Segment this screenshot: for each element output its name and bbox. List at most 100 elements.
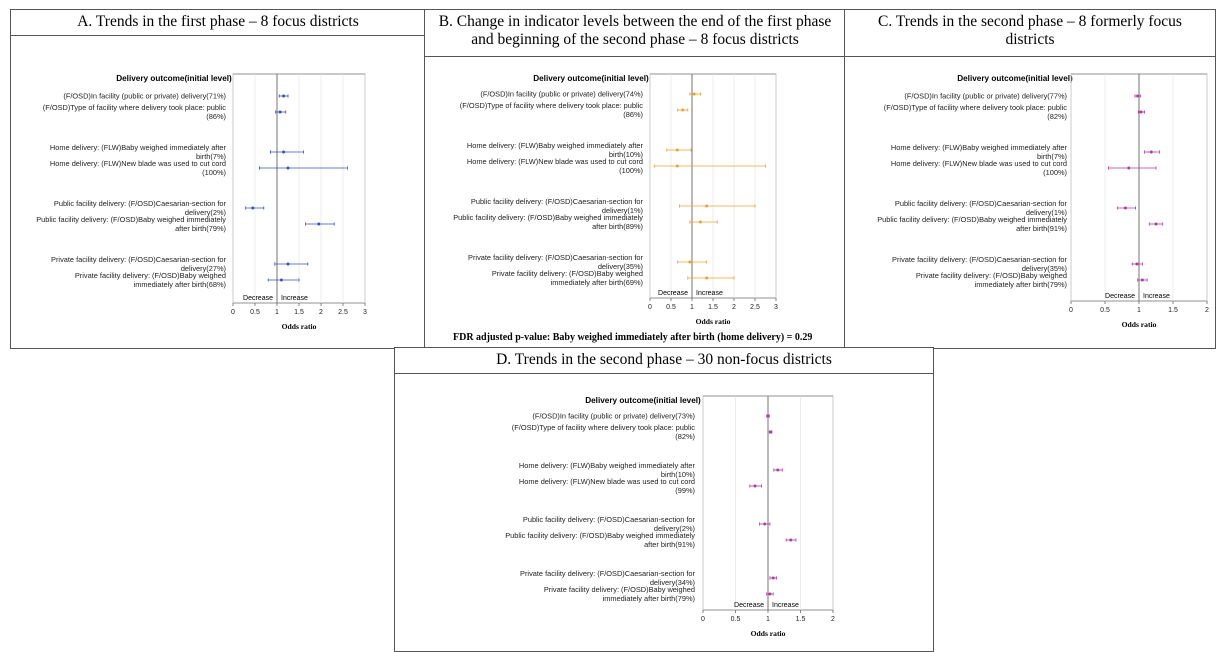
outcome-label: Home delivery: (FLW)Baby weighed immedia… xyxy=(50,143,227,152)
decrease-label: Decrease xyxy=(243,295,273,302)
outcome-label: (86%) xyxy=(206,112,226,121)
outcome-label: Private facility delivery: (F/OSD)Baby w… xyxy=(492,269,643,278)
odds-ratio-point xyxy=(766,414,770,418)
x-tick-label: 3 xyxy=(774,304,778,311)
outcome-label: Public facility delivery: (F/OSD)Caesari… xyxy=(895,199,1068,208)
x-tick-label: 0.5 xyxy=(731,616,741,623)
panel-title: C. Trends in the second phase – 8 former… xyxy=(878,13,1182,48)
odds-ratio-point xyxy=(1123,206,1127,210)
outcome-label: Private facility delivery: (F/OSD)Baby w… xyxy=(75,271,226,280)
odds-ratio-point xyxy=(1149,150,1153,154)
outcome-label: (F/OSD)Type of facility where delivery t… xyxy=(43,103,227,112)
outcome-label: after birth(91%) xyxy=(1016,224,1067,233)
x-tick-label: 0 xyxy=(1069,307,1073,314)
panel-a: A. Trends in the first phase – 8 focus d… xyxy=(10,9,426,349)
odds-ratio-point xyxy=(1135,262,1139,266)
title-divider xyxy=(845,56,1215,57)
increase-label: Increase xyxy=(1143,293,1170,300)
forest-header: Delivery outcome(initial level) xyxy=(533,74,649,83)
odds-ratio-point xyxy=(763,522,767,526)
odds-ratio-point xyxy=(279,278,283,282)
outcome-label: delivery(2%) xyxy=(654,524,695,533)
outcome-label: Home delivery: (FLW)Baby weighed immedia… xyxy=(519,461,696,470)
x-axis-title: Odds ratio xyxy=(282,322,317,331)
odds-ratio-point xyxy=(286,166,290,170)
panel-title: D. Trends in the second phase – 30 non-f… xyxy=(496,351,832,368)
outcome-label: Public facility delivery: (F/OSD)Baby we… xyxy=(36,215,226,224)
outcome-label: delivery(35%) xyxy=(598,262,643,271)
panel-b: B. Change in indicator levels between th… xyxy=(424,9,846,349)
x-tick-label: 0 xyxy=(648,304,652,311)
decrease-label: Decrease xyxy=(1105,293,1135,300)
outcome-label: (99%) xyxy=(675,486,695,495)
x-tick-label: 3 xyxy=(363,309,367,316)
forest-plot-b: Delivery outcome(initial level) 0 0.5 1 1.5 2… xyxy=(453,73,778,326)
x-tick-label: 1.5 xyxy=(1168,307,1178,314)
odds-ratio-point xyxy=(278,110,282,114)
x-tick-label: 0.5 xyxy=(1100,307,1110,314)
outcome-label: birth(7%) xyxy=(1037,152,1067,161)
x-tick-label: 2 xyxy=(319,309,323,316)
x-tick-label: 2 xyxy=(732,304,736,311)
odds-ratio-point xyxy=(705,276,709,280)
title-divider xyxy=(395,373,933,374)
increase-label: Increase xyxy=(772,602,799,609)
outcome-label: (F/OSD)Type of facility where delivery t… xyxy=(512,423,696,432)
forest-plot-c: Delivery outcome(initial level) 0 0.5 1 1.5 2… xyxy=(877,73,1209,329)
x-tick-label: 0 xyxy=(231,309,235,316)
outcome-label: (F/OSD)In facility (public or private) d… xyxy=(904,92,1067,101)
forest-header: Delivery outcome(initial level) xyxy=(116,74,232,83)
odds-ratio-point xyxy=(251,206,255,210)
outcome-label: (82%) xyxy=(675,432,695,441)
outcome-label: (F/OSD)In facility (public or private) d… xyxy=(532,412,695,421)
odds-ratio-point xyxy=(1127,166,1131,170)
odds-ratio-point xyxy=(1140,278,1144,282)
odds-ratio-point xyxy=(1154,222,1158,226)
x-tick-label: 1.5 xyxy=(294,309,304,316)
outcome-label: (100%) xyxy=(202,168,226,177)
outcome-label: birth(10%) xyxy=(661,470,695,479)
x-tick-label: 1 xyxy=(1137,307,1141,314)
odds-ratio-point xyxy=(771,576,775,580)
forest-plot-d: Delivery outcome(initial level) 0 0.5 1 1.5 2… xyxy=(505,395,835,638)
outcome-label: after birth(79%) xyxy=(175,224,226,233)
odds-ratio-point xyxy=(688,260,692,264)
odds-ratio-point xyxy=(286,262,290,266)
outcome-label: delivery(2%) xyxy=(185,208,226,217)
outcome-label: after birth(91%) xyxy=(644,540,695,549)
x-tick-label: 2 xyxy=(1205,307,1209,314)
outcome-label: Home delivery: (FLW)Baby weighed immedia… xyxy=(467,141,644,150)
increase-label: Increase xyxy=(281,295,308,302)
outcome-label: Home delivery: (FLW)New blade was used t… xyxy=(467,157,643,166)
odds-ratio-point xyxy=(282,94,286,98)
odds-ratio-point xyxy=(705,204,709,208)
odds-ratio-point xyxy=(317,222,321,226)
outcome-label: Home delivery: (FLW)New blade was used t… xyxy=(519,477,695,486)
outcome-label: (F/OSD)Type of facility where delivery t… xyxy=(884,103,1068,112)
title-divider xyxy=(11,35,425,36)
x-tick-label: 2 xyxy=(831,616,835,623)
outcome-label: (100%) xyxy=(619,166,643,175)
outcome-label: (F/OSD)In facility (public or private) d… xyxy=(63,92,226,101)
outcome-label: (100%) xyxy=(1043,168,1067,177)
x-tick-label: 0 xyxy=(701,616,705,623)
outcome-label: Public facility delivery: (F/OSD)Baby we… xyxy=(877,215,1067,224)
decrease-label: Decrease xyxy=(734,602,764,609)
outcome-label: birth(7%) xyxy=(196,152,226,161)
x-tick-label: 1 xyxy=(275,309,279,316)
outcome-label: delivery(35%) xyxy=(1022,264,1067,273)
x-axis-title: Odds ratio xyxy=(751,629,786,638)
odds-ratio-point xyxy=(282,150,286,154)
outcome-label: delivery(1%) xyxy=(602,206,643,215)
outcome-label: Private facility delivery: (F/OSD)Baby w… xyxy=(916,271,1067,280)
odds-ratio-point xyxy=(769,430,773,434)
outcome-label: Public facility delivery: (F/OSD)Caesari… xyxy=(54,199,227,208)
odds-ratio-point xyxy=(681,108,685,112)
outcome-label: Public facility delivery: (F/OSD)Caesari… xyxy=(471,197,644,206)
outcome-label: immediately after birth(69%) xyxy=(551,278,643,287)
x-axis-title: Odds ratio xyxy=(696,317,731,326)
x-tick-label: 0.5 xyxy=(666,304,676,311)
outcome-label: (F/OSD)Type of facility where delivery t… xyxy=(460,101,644,110)
odds-ratio-point xyxy=(692,92,696,96)
outcome-label: Private facility delivery: (F/OSD)Caesar… xyxy=(892,255,1068,264)
